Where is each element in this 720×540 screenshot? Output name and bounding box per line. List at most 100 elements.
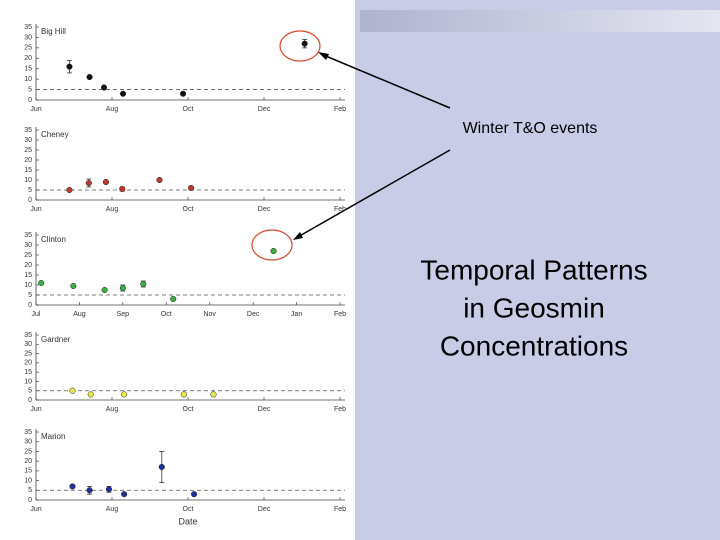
point <box>85 179 92 187</box>
arrow <box>295 149 451 239</box>
x-tick-label: Oct <box>161 311 172 318</box>
x-tick-label: Dec <box>258 506 271 513</box>
y-tick-label: 20 <box>24 55 32 62</box>
slide-title: Concentrations <box>440 330 628 361</box>
y-tick-label: 25 <box>24 448 32 455</box>
y-tick-label: 30 <box>24 242 32 249</box>
y-tick-label: 10 <box>24 477 32 484</box>
point <box>66 186 73 194</box>
y-tick-label: 30 <box>24 439 32 446</box>
chart-title: Big Hill <box>41 27 66 36</box>
point <box>86 487 93 494</box>
y-tick-label: 25 <box>24 252 32 259</box>
point <box>187 184 195 192</box>
y-tick-label: 35 <box>24 232 32 239</box>
slide-title: in Geosmin <box>463 292 605 323</box>
x-tick-label: Oct <box>183 506 194 513</box>
y-tick-label: 10 <box>24 282 32 289</box>
chart-title: Marion <box>41 432 65 441</box>
y-tick-label: 35 <box>24 127 32 134</box>
x-tick-label: Oct <box>183 206 194 213</box>
point <box>66 63 73 70</box>
y-tick-label: 0 <box>28 397 32 404</box>
y-tick-label: 15 <box>24 468 32 475</box>
y-tick-label: 20 <box>24 458 32 465</box>
x-tick-label: Aug <box>106 106 119 113</box>
x-tick-label: Aug <box>73 311 86 318</box>
chart-title: Cheney <box>41 130 69 139</box>
y-tick-label: 20 <box>24 360 32 367</box>
y-tick-label: 10 <box>24 378 32 385</box>
y-tick-label: 30 <box>24 34 32 41</box>
point <box>38 279 45 287</box>
x-tick-label: Jun <box>30 106 41 113</box>
x-tick-label: Dec <box>258 106 271 113</box>
point <box>69 387 76 394</box>
y-tick-label: 5 <box>28 487 32 494</box>
y-tick-label: 5 <box>28 187 32 194</box>
y-tick-label: 20 <box>24 157 32 164</box>
y-tick-label: 5 <box>28 388 32 395</box>
x-tick-label: Dec <box>247 311 260 318</box>
x-tick-label: Aug <box>106 206 119 213</box>
point <box>270 247 277 255</box>
x-tick-label: Feb <box>334 206 346 213</box>
x-tick-label: Feb <box>334 506 346 513</box>
x-tick-label: Aug <box>106 506 119 513</box>
point <box>121 391 128 398</box>
y-tick-label: 0 <box>28 497 32 504</box>
point <box>119 90 127 97</box>
point <box>301 40 308 47</box>
y-tick-label: 35 <box>24 332 32 339</box>
x-tick-label: Jun <box>30 406 41 413</box>
x-tick-label: Oct <box>183 106 194 113</box>
y-tick-label: 20 <box>24 262 32 269</box>
y-tick-label: 10 <box>24 76 32 83</box>
point <box>140 280 147 288</box>
y-tick-label: 35 <box>24 24 32 31</box>
point <box>100 84 108 91</box>
y-tick-label: 15 <box>24 167 32 174</box>
y-tick-label: 15 <box>24 272 32 279</box>
y-tick-label: 30 <box>24 341 32 348</box>
y-tick-label: 0 <box>28 97 32 104</box>
point <box>87 391 94 398</box>
point <box>121 491 128 498</box>
point <box>102 178 109 186</box>
y-tick-label: 25 <box>24 350 32 357</box>
point <box>158 463 165 471</box>
annotation: Winter T&O events <box>463 120 598 137</box>
y-tick-label: 5 <box>28 292 32 299</box>
x-tick-label: Sep <box>117 311 130 318</box>
x-tick-label: Jul <box>32 311 41 318</box>
point <box>210 391 217 398</box>
point <box>101 286 108 294</box>
y-tick-label: 15 <box>24 369 32 376</box>
point <box>69 483 76 490</box>
x-tick-label: Dec <box>258 406 271 413</box>
x-tick-label: Feb <box>334 311 346 318</box>
point <box>105 486 113 493</box>
x-tick-label: Jun <box>30 206 41 213</box>
x-axis-label: Date <box>178 516 197 526</box>
x-tick-label: Dec <box>258 206 271 213</box>
y-tick-label: 30 <box>24 137 32 144</box>
point <box>86 74 93 81</box>
point <box>119 284 126 292</box>
y-tick-label: 25 <box>24 147 32 154</box>
point <box>119 185 126 193</box>
x-tick-label: Nov <box>203 311 216 318</box>
event-circle <box>251 229 293 261</box>
chart-panel <box>0 0 355 540</box>
point <box>70 282 77 290</box>
point <box>180 90 187 97</box>
point <box>156 176 163 184</box>
x-tick-label: Feb <box>334 106 346 113</box>
arrowhead <box>318 52 329 60</box>
chart-title: Clinton <box>41 235 66 244</box>
y-tick-label: 25 <box>24 45 32 52</box>
x-tick-label: Aug <box>106 406 119 413</box>
arrow <box>320 53 451 109</box>
y-tick-label: 10 <box>24 177 32 184</box>
